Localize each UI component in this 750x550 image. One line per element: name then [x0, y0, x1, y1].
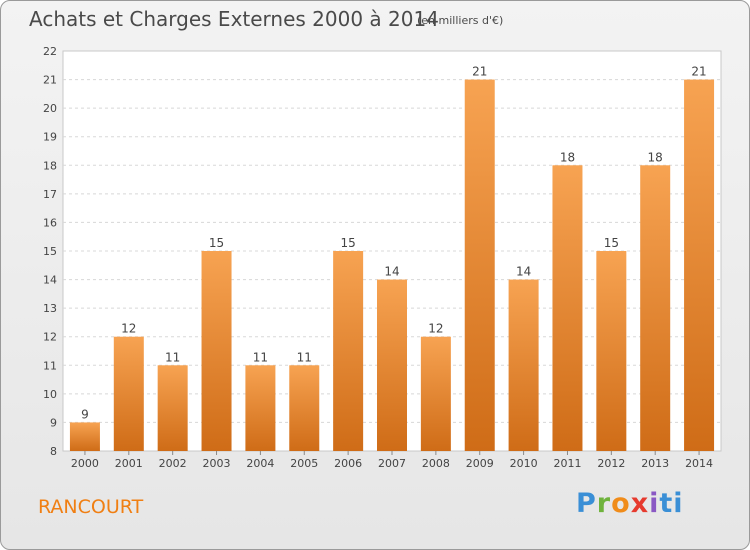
bar: [596, 251, 627, 451]
y-tick-label: 22: [43, 45, 57, 58]
bar: [69, 422, 100, 451]
y-tick-label: 9: [50, 416, 57, 429]
bar: [289, 365, 320, 451]
y-tick-label: 15: [43, 245, 57, 258]
y-tick-label: 19: [43, 131, 57, 144]
x-tick-label: 2014: [685, 457, 713, 470]
y-tick-label: 21: [43, 74, 57, 87]
y-tick-label: 18: [43, 159, 57, 172]
data-label: 11: [165, 350, 180, 364]
logo-letter: x: [630, 488, 650, 519]
y-tick-label: 13: [43, 302, 57, 315]
chart-subtitle: (en milliers d'€): [417, 14, 504, 27]
x-tick-label: 2005: [290, 457, 318, 470]
data-label: 21: [691, 65, 706, 79]
data-label: 21: [472, 65, 487, 79]
x-tick-label: 2007: [378, 457, 406, 470]
x-tick-label: 2003: [203, 457, 231, 470]
data-label: 11: [253, 350, 268, 364]
x-tick-label: 2008: [422, 457, 450, 470]
proxiti-logo: Proxiti: [576, 488, 684, 519]
x-tick-label: 2010: [510, 457, 538, 470]
logo-letter: r: [596, 488, 612, 519]
y-tick-label: 14: [43, 274, 57, 287]
logo-letter: o: [611, 488, 631, 519]
y-tick-label: 11: [43, 359, 57, 372]
bar: [157, 365, 188, 451]
y-tick-label: 10: [43, 388, 57, 401]
y-tick-label: 20: [43, 102, 57, 115]
bar: [245, 365, 276, 451]
bar: [464, 79, 495, 452]
x-tick-label: 2000: [71, 457, 99, 470]
data-label: 18: [560, 150, 575, 164]
bar: [333, 251, 364, 451]
x-tick-label: 2012: [597, 457, 625, 470]
x-tick-label: 2004: [246, 457, 274, 470]
y-tick-label: 12: [43, 331, 57, 344]
x-tick-label: 2006: [334, 457, 362, 470]
bar: [420, 336, 451, 451]
data-label: 14: [516, 265, 531, 279]
data-label: 11: [297, 350, 312, 364]
data-label: 9: [81, 407, 89, 421]
bar: [508, 279, 539, 451]
logo-letter: t: [659, 488, 674, 519]
x-tick-label: 2013: [641, 457, 669, 470]
y-tick-label: 17: [43, 188, 57, 201]
x-tick-label: 2001: [115, 457, 143, 470]
y-axis: 8 9 10 11 12 13 14 15 16 17 18 19 20 21 22: [43, 45, 57, 458]
data-label: 15: [604, 236, 619, 250]
y-tick-label: 8: [50, 445, 57, 458]
data-label: 12: [121, 322, 136, 336]
data-label: 14: [384, 265, 399, 279]
x-tick-label: 2011: [553, 457, 581, 470]
x-axis: 2000 2001 2002 2003 2004 2005 2006 2007 2008 2009…: [71, 451, 713, 470]
data-label: 15: [340, 236, 355, 250]
bar: [640, 165, 671, 452]
bars: 9 12 11 15 11 11 15 14 12 21 14 18 15 18 21: [69, 65, 715, 452]
y-tick-label: 16: [43, 216, 57, 229]
data-label: 12: [428, 322, 443, 336]
data-label: 15: [209, 236, 224, 250]
x-tick-label: 2002: [159, 457, 187, 470]
bar: [377, 279, 407, 451]
logo-letter: i: [673, 488, 684, 519]
data-label: 18: [648, 150, 663, 164]
bar: [552, 165, 583, 452]
x-tick-label: 2009: [466, 457, 494, 470]
chart-title: Achats et Charges Externes 2000 à 2014: [29, 7, 439, 31]
commune-name: RANCOURT: [38, 496, 144, 518]
bar: [113, 336, 144, 451]
logo-letter: i: [649, 488, 660, 519]
bar: [684, 79, 715, 452]
bar: [201, 251, 232, 451]
logo-letter: P: [576, 488, 597, 519]
